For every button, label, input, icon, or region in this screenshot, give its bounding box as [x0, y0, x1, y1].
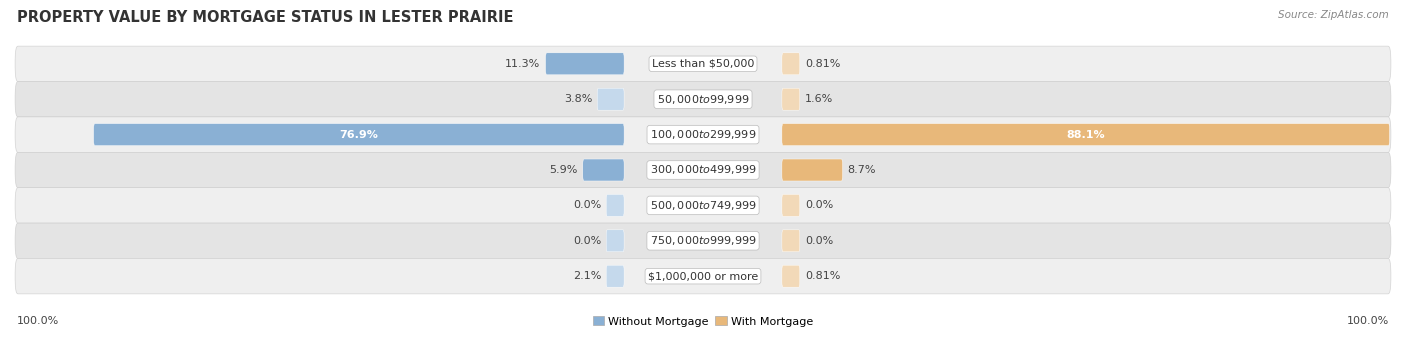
- Text: 76.9%: 76.9%: [339, 130, 378, 140]
- Text: 2.1%: 2.1%: [572, 271, 600, 281]
- Text: $750,000 to $999,999: $750,000 to $999,999: [650, 234, 756, 247]
- FancyBboxPatch shape: [606, 230, 624, 252]
- Text: 3.8%: 3.8%: [564, 94, 592, 104]
- Text: Source: ZipAtlas.com: Source: ZipAtlas.com: [1278, 10, 1389, 20]
- FancyBboxPatch shape: [782, 194, 800, 216]
- Text: $100,000 to $299,999: $100,000 to $299,999: [650, 128, 756, 141]
- FancyBboxPatch shape: [782, 53, 800, 75]
- Text: 88.1%: 88.1%: [1066, 130, 1105, 140]
- FancyBboxPatch shape: [582, 159, 624, 181]
- Text: 5.9%: 5.9%: [550, 165, 578, 175]
- Text: 1.6%: 1.6%: [806, 94, 834, 104]
- FancyBboxPatch shape: [782, 265, 800, 287]
- FancyBboxPatch shape: [606, 265, 624, 287]
- Text: 0.0%: 0.0%: [806, 200, 834, 210]
- Text: 0.81%: 0.81%: [806, 271, 841, 281]
- FancyBboxPatch shape: [15, 223, 1391, 258]
- Text: $500,000 to $749,999: $500,000 to $749,999: [650, 199, 756, 212]
- Text: 8.7%: 8.7%: [848, 165, 876, 175]
- FancyBboxPatch shape: [782, 159, 842, 181]
- Legend: Without Mortgage, With Mortgage: Without Mortgage, With Mortgage: [588, 312, 818, 331]
- Text: 0.0%: 0.0%: [572, 200, 600, 210]
- Text: 100.0%: 100.0%: [17, 317, 59, 326]
- Text: $300,000 to $499,999: $300,000 to $499,999: [650, 164, 756, 176]
- FancyBboxPatch shape: [15, 152, 1391, 188]
- FancyBboxPatch shape: [546, 53, 624, 75]
- FancyBboxPatch shape: [94, 124, 624, 146]
- Text: $1,000,000 or more: $1,000,000 or more: [648, 271, 758, 281]
- FancyBboxPatch shape: [15, 258, 1391, 294]
- Text: 0.0%: 0.0%: [806, 236, 834, 246]
- FancyBboxPatch shape: [15, 188, 1391, 223]
- FancyBboxPatch shape: [782, 88, 800, 110]
- FancyBboxPatch shape: [606, 194, 624, 216]
- Text: 0.0%: 0.0%: [572, 236, 600, 246]
- FancyBboxPatch shape: [782, 124, 1389, 146]
- Text: PROPERTY VALUE BY MORTGAGE STATUS IN LESTER PRAIRIE: PROPERTY VALUE BY MORTGAGE STATUS IN LES…: [17, 10, 513, 25]
- FancyBboxPatch shape: [15, 46, 1391, 82]
- Text: $50,000 to $99,999: $50,000 to $99,999: [657, 93, 749, 106]
- Text: 11.3%: 11.3%: [505, 59, 540, 69]
- FancyBboxPatch shape: [15, 82, 1391, 117]
- FancyBboxPatch shape: [782, 230, 800, 252]
- FancyBboxPatch shape: [15, 117, 1391, 152]
- Text: 0.81%: 0.81%: [806, 59, 841, 69]
- FancyBboxPatch shape: [598, 88, 624, 110]
- Text: Less than $50,000: Less than $50,000: [652, 59, 754, 69]
- Text: 100.0%: 100.0%: [1347, 317, 1389, 326]
